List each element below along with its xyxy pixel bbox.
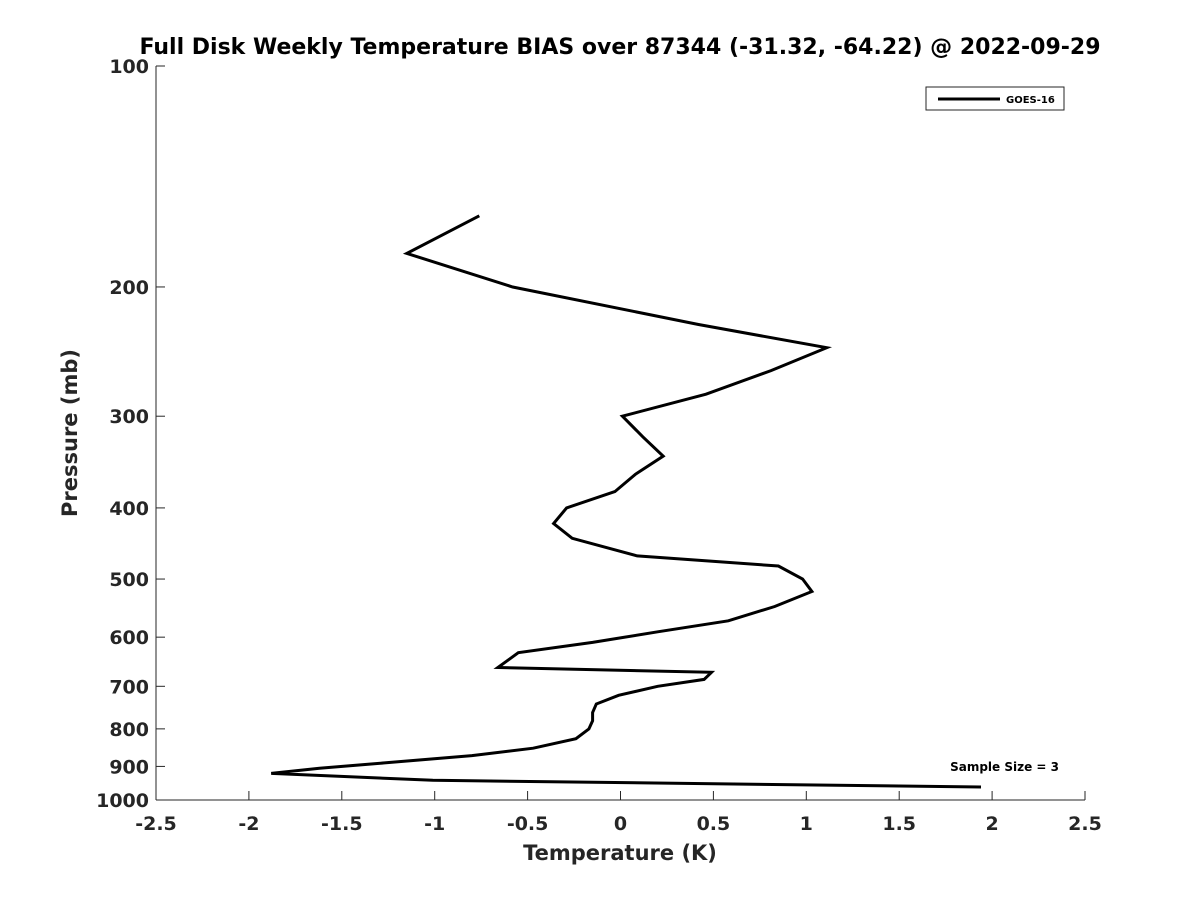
y-axis-label: Pressure (mb) [58, 349, 82, 517]
y-tick-label: 200 [109, 277, 149, 299]
sample-size-annotation: Sample Size = 3 [950, 760, 1059, 774]
y-tick-label: 600 [109, 627, 149, 649]
x-tick-label: 1.5 [882, 813, 916, 835]
x-tick-label: 2.5 [1068, 813, 1102, 835]
x-axis-label: Temperature (K) [523, 841, 717, 865]
x-tick-label: -1.5 [321, 813, 363, 835]
y-tick-label: 900 [109, 756, 149, 778]
x-tick-label: 0.5 [697, 813, 731, 835]
y-tick-label: 800 [109, 719, 149, 741]
legend: GOES-16 [925, 86, 1065, 111]
y-tick-label: 100 [109, 56, 149, 78]
x-ticks: -2.5 -2 -1.5 -1 -0.5 0 0.5 1 1.5 2 2.5 [135, 791, 1102, 835]
y-tick-label: 700 [109, 676, 149, 698]
x-tick-label: 0 [614, 813, 627, 835]
y-ticks: 100 200 300 400 500 600 700 800 900 1000 [96, 56, 165, 812]
y-tick-label: 400 [109, 498, 149, 520]
series-line-goes-16 [271, 214, 982, 789]
x-tick-label: -2.5 [135, 813, 177, 835]
x-tick-label: -1 [424, 813, 445, 835]
y-tick-label: 500 [109, 569, 149, 591]
x-tick-label: 1 [800, 813, 813, 835]
y-tick-label: 1000 [96, 790, 149, 812]
x-tick-label: 2 [985, 813, 998, 835]
y-tick-label: 300 [109, 406, 149, 428]
chart-title: Full Disk Weekly Temperature BIAS over 8… [139, 35, 1100, 60]
series-layer [271, 214, 982, 789]
x-tick-label: -0.5 [507, 813, 549, 835]
legend-label-goes-16: GOES-16 [1006, 95, 1055, 106]
x-tick-label: -2 [238, 813, 259, 835]
